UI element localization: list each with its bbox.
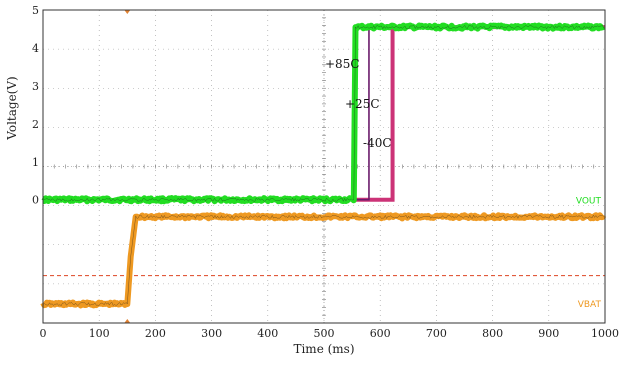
trigger-marker-bottom bbox=[124, 319, 131, 323]
series-vbat-noise bbox=[42, 214, 604, 307]
x-tick-label: 200 bbox=[145, 327, 166, 340]
x-tick-label: 100 bbox=[89, 327, 110, 340]
y-tick-label: 5 bbox=[32, 4, 39, 17]
x-tick-label: 600 bbox=[370, 327, 391, 340]
y-tick-label: 2 bbox=[32, 118, 39, 131]
x-tick-label: 400 bbox=[257, 327, 278, 340]
y-tick-label: 4 bbox=[32, 42, 39, 55]
y-axis-label: Voltage(V) bbox=[5, 76, 19, 140]
x-axis-label: Time (ms) bbox=[293, 342, 354, 356]
series-vout-band bbox=[41, 22, 606, 205]
temperature-label: +25C bbox=[345, 97, 380, 111]
x-tick-label: 800 bbox=[482, 327, 503, 340]
temperature-label: -40C bbox=[363, 136, 392, 150]
plot-frame bbox=[42, 9, 606, 324]
trace-plus25c bbox=[353, 27, 370, 201]
x-tick-label: 500 bbox=[314, 327, 335, 340]
x-tick-label: 900 bbox=[538, 327, 559, 340]
y-tick-label: 1 bbox=[32, 156, 39, 169]
temperature-label: +85C bbox=[325, 57, 360, 71]
annotations: VOUT VBAT +85C +25C -40C bbox=[325, 57, 601, 310]
series-vbat-band bbox=[40, 212, 607, 309]
trace-minus40c bbox=[353, 25, 605, 202]
y-tick-label: 0 bbox=[32, 194, 39, 207]
y-tick-label: 3 bbox=[32, 80, 39, 93]
x-tick-label: 0 bbox=[40, 327, 47, 340]
x-tick-label: 1000 bbox=[591, 327, 619, 340]
traces bbox=[40, 22, 607, 309]
x-tick-label: 700 bbox=[426, 327, 447, 340]
x-tick-label: 300 bbox=[201, 327, 222, 340]
series-label-vout: VOUT bbox=[576, 197, 602, 207]
series-vout-noise bbox=[42, 24, 605, 202]
trigger-marker-top bbox=[124, 10, 131, 14]
grid bbox=[42, 9, 606, 324]
tick-labels: 0 100 200 300 400 500 600 700 800 900 1000 0 1 2 3 4 5 bbox=[32, 4, 619, 340]
series-label-vbat: VBAT bbox=[578, 300, 602, 310]
